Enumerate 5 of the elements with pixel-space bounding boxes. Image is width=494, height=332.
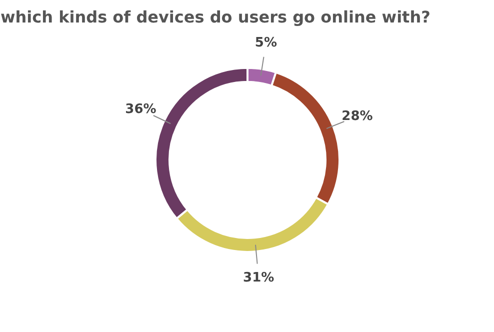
data-label: 5% bbox=[254, 35, 277, 50]
data-label: 36% bbox=[125, 102, 156, 118]
chart-title: which kinds of devices do users go online with? bbox=[0, 8, 430, 26]
data-label: 31% bbox=[243, 270, 274, 286]
data-label: 28% bbox=[342, 108, 373, 124]
